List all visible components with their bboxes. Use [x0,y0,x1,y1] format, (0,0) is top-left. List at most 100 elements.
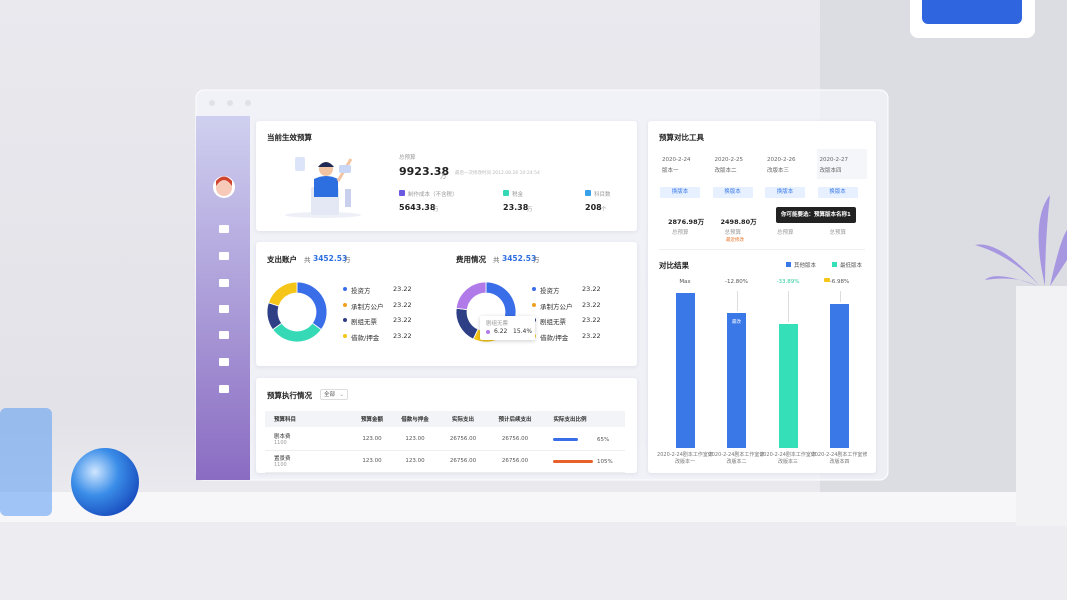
chevron: ⌄ [339,392,344,398]
bar [830,303,849,448]
legend-dot [343,333,347,338]
donut-chart [266,281,328,343]
leader-line [788,291,789,322]
nav-icon[interactable] [219,252,229,260]
legend-value: 23.22 [582,316,601,324]
ratio-label: 65% [597,437,610,443]
switch-button[interactable]: 换版本 [765,187,805,198]
stat-icon [399,190,405,196]
legend-value: 23.22 [582,331,601,340]
version-name: 版本一 [662,168,679,174]
stat-unit: 万 [527,207,533,213]
switch-button[interactable]: 换版本 [660,187,700,198]
divider [659,249,865,250]
stat-unit: 万 [433,207,439,213]
shelf-front [0,522,1067,600]
legend-value: 23.22 [582,285,601,293]
nav-icon[interactable] [219,225,229,233]
recent-tag: 最近修改 [726,238,744,243]
plant [975,195,1067,286]
ratio-bar [553,438,578,441]
modified-time: 最后一次修改时间 2012.08.26 10:24:54 [455,171,540,176]
legend-dot [343,287,347,291]
subject: 剧本费 [274,434,291,440]
version-amount: 2498.80万 [720,218,757,226]
legend-name: 剧组无票 [540,318,566,326]
legend-value: 23.22 [393,316,412,324]
stat-icon [585,190,591,196]
card-title: 预算执行情况 [267,391,312,400]
nav-icon[interactable] [219,385,229,393]
glass-sphere [71,448,139,516]
sidebar [196,116,250,480]
version-date: 2020-2-26 [767,157,796,163]
crown-icon [824,278,830,282]
nav-icon[interactable] [219,279,229,287]
result-title: 对比结果 [659,261,689,270]
x-label: 2020-2-24剧本工作室修改版本二 [708,452,765,465]
card-title: 当前生效预算 [267,133,312,142]
legend-dot [532,287,536,291]
legend-name: 借款/押金 [351,333,380,342]
cell: 123.00 [362,458,382,464]
donut-tooltip: 剧组无票 6.22 15.4% [480,316,535,340]
account-title: 费用情况 [456,255,486,264]
column-header: 预计后续支出 [498,417,532,423]
nav-icon[interactable] [219,358,229,366]
table-header [265,411,625,427]
cell: 26756.00 [501,458,529,464]
account-title: 支出账户 [267,255,297,264]
nav-icon[interactable] [219,305,229,313]
column-header: 预算金额 [360,417,383,423]
bar [778,324,798,448]
version-name: 改版本四 [819,168,842,174]
stat-value: 23.38 [503,203,529,212]
subject: 置景费 [274,456,291,462]
row-divider [265,472,625,473]
legend-label: 最低版本 [840,263,863,269]
legend-name: 剧组无票 [351,318,377,326]
bar [727,313,746,448]
legend-swatch [786,262,791,267]
account-unit: 万 [344,256,351,264]
switch-button[interactable]: 换版本 [817,187,858,198]
legend-dot [532,302,536,307]
plant-pot [1016,286,1067,526]
legend-value: 23.22 [393,285,412,293]
donut-segment [267,281,298,307]
nav-icon[interactable] [219,331,229,339]
compare-card: 预算对比工具 对比结果 2020-2-24 版本一 换版本 2876.98万 总预算 20… [648,121,876,473]
tooltip-value: 6.22 [494,328,508,335]
legend-value: 23.22 [393,331,412,340]
stat-label: 科目数 [594,192,611,198]
switch-button[interactable]: 换版本 [712,187,753,198]
ratio-bar [553,460,593,463]
avatar-hair [216,176,232,186]
column-header: 实际支出比例 [553,417,587,423]
shelf [0,492,1067,522]
legend-name: 承制方公户 [351,302,384,311]
filter-dropdown[interactable]: 全部 ⌄ [320,389,348,400]
donut-segment [455,281,487,311]
leader-line [839,291,841,302]
legend-dot [343,302,347,307]
subject-code: 1100 [274,440,287,446]
change-label: -6.98% [829,279,850,285]
sidebar-icons [219,225,229,393]
stat-icon [503,190,509,196]
column-header: 实际支出 [451,417,474,423]
execution-card: 预算执行情况 全部 ⌄ 预算科目 预算金额 借款与押金 实际支出 预计后续支出 实际支出比例… [256,378,637,473]
cell: 26756.00 [449,436,477,442]
account-unit: 万 [533,256,540,264]
window-dot [245,100,251,106]
account-total: 3452.53 [313,254,348,263]
ratio-label: 105% [597,459,613,465]
budget-card: 当前生效预算 总预算 9923.38 万 最后一次修改时间 2012.08.26… [256,121,637,231]
version-name: 改版本三 [767,168,790,174]
legend-value: 23.22 [393,300,412,309]
leader-line [736,291,738,312]
stat-unit: 个 [601,207,607,213]
subject-code: 1100 [274,462,287,468]
change-label: -33.89% [776,279,800,285]
